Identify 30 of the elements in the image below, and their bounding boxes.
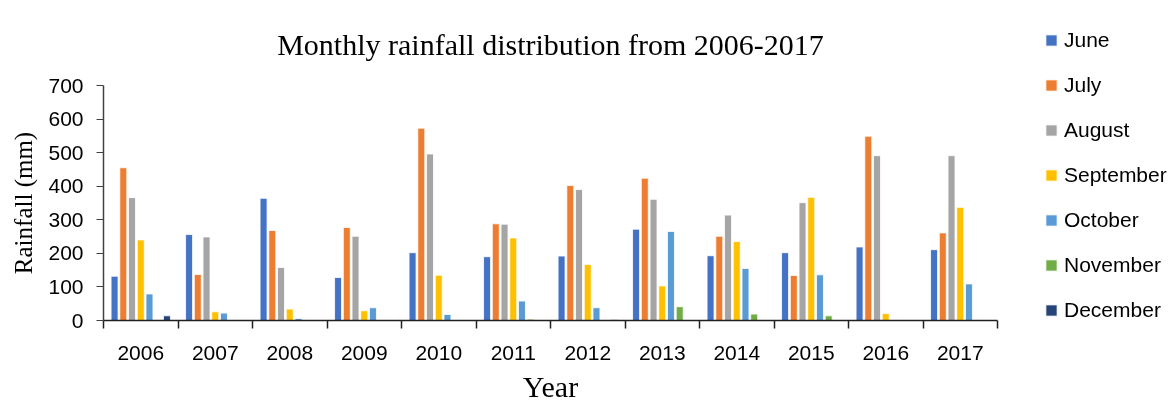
y-tick-label: 100: [48, 274, 84, 298]
x-tick-label: 2013: [638, 340, 686, 364]
legend-label: June: [1064, 27, 1110, 53]
y-tick-label: 600: [48, 107, 84, 131]
legend-label: September: [1064, 162, 1167, 188]
y-tick-label: 500: [48, 140, 84, 164]
legend-label: July: [1064, 72, 1102, 98]
x-tick-label: 2016: [862, 340, 910, 364]
y-tick-label: 300: [48, 207, 84, 231]
y-tick-label: 200: [48, 241, 84, 265]
legend-label: December: [1064, 297, 1161, 323]
x-tick-label: 2015: [787, 340, 835, 364]
x-tick-label: 2012: [564, 340, 612, 364]
x-tick-label: 2007: [191, 340, 239, 364]
x-tick-label: 2008: [266, 340, 314, 364]
x-tick-label: 2009: [340, 340, 388, 364]
legend-label: October: [1064, 207, 1139, 233]
y-tick-label: 700: [48, 73, 84, 97]
x-tick-label: 2011: [490, 340, 536, 364]
x-axis-title: Year: [522, 369, 579, 403]
x-tick-label: 2014: [713, 340, 761, 364]
chart-title: Monthly rainfall distribution from 2006-2017: [277, 27, 824, 61]
y-axis-title: Rainfall (mm): [10, 131, 39, 275]
y-tick-label: 400: [48, 174, 84, 198]
legend-label: November: [1064, 252, 1161, 278]
x-tick-label: 2010: [415, 340, 463, 364]
x-tick-label: 2017: [936, 340, 984, 364]
legend-label: August: [1064, 117, 1130, 143]
x-tick-label: 2006: [117, 340, 165, 364]
y-tick-label: 0: [71, 308, 84, 332]
